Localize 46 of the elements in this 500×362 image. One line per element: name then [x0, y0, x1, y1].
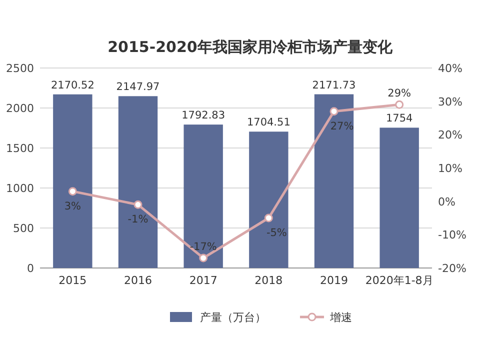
y-tick-label: 1000	[6, 182, 34, 195]
y-tick-label: 500	[13, 222, 34, 235]
data-label: 2171.73	[312, 79, 356, 92]
y2-tick-label: -10%	[438, 228, 466, 242]
legend-label: 产量（万台）	[200, 311, 266, 324]
point	[330, 107, 338, 116]
bar	[380, 128, 419, 268]
data-label: 2147.97	[116, 81, 160, 94]
y2-tick-label: 30%	[438, 95, 462, 108]
y-tick-label: 2000	[6, 102, 34, 115]
bar	[53, 94, 92, 268]
point	[199, 254, 208, 262]
data-label: 2170.52	[50, 79, 94, 92]
point	[68, 187, 77, 196]
x-tick-label: 2015	[58, 274, 87, 287]
data-label: 29%	[388, 88, 412, 100]
chart-title: 2015-2020年我国家用冷柜市场产量变化	[108, 38, 394, 56]
data-label: -17%	[190, 241, 217, 253]
y-tick-label: 0	[27, 262, 34, 275]
legend-label: 增速	[329, 311, 352, 324]
x-tick-label: 2020年1-8月	[365, 274, 434, 287]
data-label: 1792.83	[182, 110, 226, 122]
x-tick-label: 2018	[254, 274, 283, 287]
y2-tick-label: 0%	[438, 195, 456, 208]
bar	[249, 132, 288, 268]
point	[264, 214, 273, 222]
x-tick-label: 2019	[320, 274, 348, 287]
y-tick-label: 1500	[6, 142, 34, 155]
y2-tick-label: 10%	[438, 162, 462, 175]
y2-tick-label: -20%	[438, 262, 466, 275]
point	[134, 200, 142, 209]
data-label: -1%	[128, 214, 148, 226]
y-tick-label: 2500	[6, 62, 34, 75]
y2-tick-label: 20%	[438, 128, 462, 142]
point	[395, 100, 404, 109]
x-tick-label: 2016	[124, 274, 152, 287]
bar	[118, 96, 158, 268]
bar	[184, 124, 223, 268]
data-label: 1704.51	[246, 116, 290, 129]
data-label: 1754	[386, 112, 414, 125]
data-label: 3%	[64, 200, 82, 212]
data-label: -5%	[266, 227, 287, 239]
data-label: 27%	[330, 120, 354, 132]
x-tick-label: 2017	[189, 274, 218, 287]
y2-tick-label: 40%	[438, 62, 462, 75]
bar	[314, 94, 354, 268]
